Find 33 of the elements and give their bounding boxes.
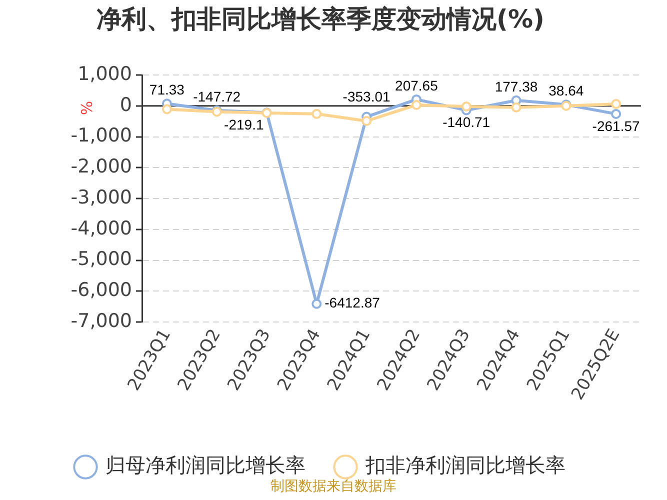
y-tick-label: -7,000 — [70, 310, 132, 332]
legend-label: 扣非净利润同比增长率 — [364, 453, 566, 478]
point — [611, 108, 622, 119]
legend-label: 归母净利润同比增长率 — [106, 453, 306, 478]
y-tick-label: -1,000 — [70, 124, 132, 147]
data-label: -261.57 — [592, 118, 640, 134]
point — [362, 116, 372, 126]
point — [461, 101, 472, 112]
y-tick-label: -3,000 — [70, 186, 132, 208]
point — [511, 102, 522, 112]
chart-title: 净利、扣非同比增长率季度变动情况(%) — [96, 4, 544, 34]
data-label: -353.01 — [342, 88, 391, 105]
point — [312, 298, 322, 309]
y-tick-label: 1,000 — [78, 62, 132, 85]
y-tick-label: -6,000 — [70, 279, 132, 302]
data-label: -140.71 — [442, 114, 490, 130]
data-label: -6412.87 — [324, 294, 380, 311]
data-label: 38.64 — [548, 82, 584, 99]
data-label: 207.65 — [395, 77, 438, 94]
point — [162, 104, 172, 114]
data-label: -219.1 — [224, 116, 264, 132]
y-tick-label: -5,000 — [70, 248, 132, 270]
data-label: 177.38 — [494, 78, 538, 94]
data-label: 71.33 — [149, 82, 185, 98]
data-label: -147.72 — [193, 88, 241, 104]
y-tick-label: -4,000 — [70, 217, 132, 240]
point — [611, 99, 622, 110]
point — [312, 108, 322, 119]
text: 制图数据来自数据库 — [270, 478, 396, 495]
y-axis-title: % — [78, 100, 96, 116]
y-tick-label: -2,000 — [70, 156, 132, 178]
y-tick-label: 0 — [120, 94, 132, 116]
point — [411, 100, 422, 110]
